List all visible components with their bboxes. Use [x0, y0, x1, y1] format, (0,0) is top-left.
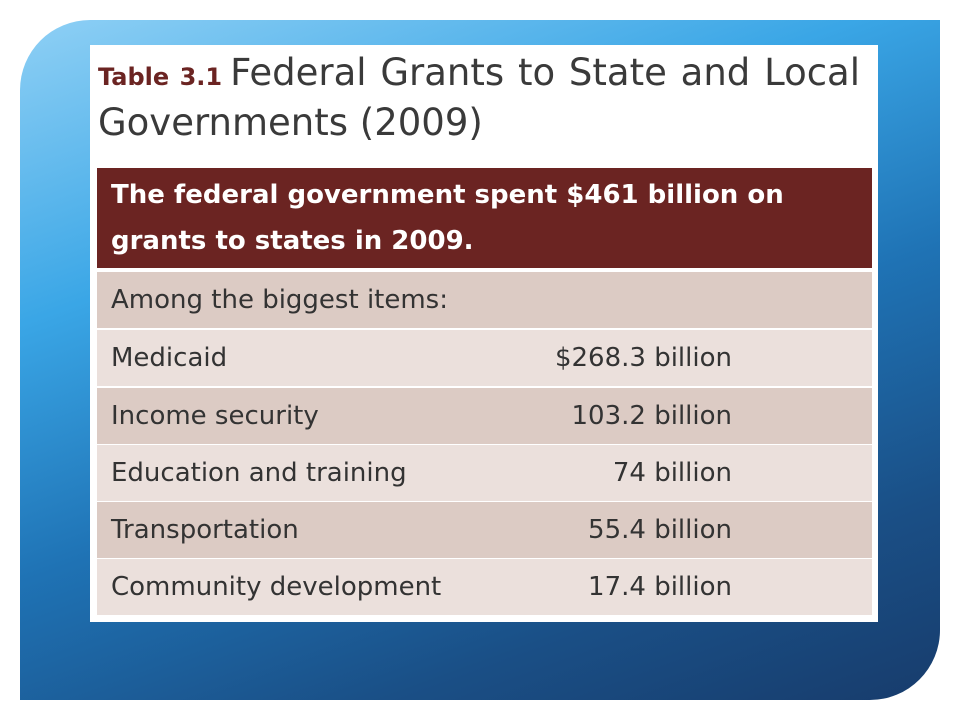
intro-row: Among the biggest items: [97, 272, 872, 328]
intro-text: Among the biggest items: [111, 285, 448, 315]
row-label: Income security [111, 401, 319, 431]
row-label: Education and training [111, 458, 407, 488]
row-value: 55.4 billion [588, 515, 732, 545]
row-label: Medicaid [111, 343, 228, 373]
row-label: Transportation [111, 515, 299, 545]
row-value: 17.4 billion [588, 572, 732, 602]
row-label: Community development [111, 572, 442, 602]
row-value: 103.2 billion [571, 401, 732, 431]
row-value: 74 billion [612, 458, 732, 488]
table-label: Table 3.1 [98, 63, 223, 91]
title-text: Federal Grants to State and Local Govern… [98, 51, 861, 144]
table-caption: The federal government spent $461 billio… [97, 168, 872, 268]
table-row: Transportation 55.4 billion [97, 502, 872, 558]
table-row: Education and training 74 billion [97, 445, 872, 501]
table-row: Income security 103.2 billion [97, 388, 872, 444]
table-row: Community development 17.4 billion [97, 559, 872, 615]
row-value: $268.3 billion [554, 343, 732, 373]
table-row: Medicaid $268.3 billion [97, 330, 872, 386]
table-title: Table 3.1 Federal Grants to State and Loc… [98, 50, 860, 146]
